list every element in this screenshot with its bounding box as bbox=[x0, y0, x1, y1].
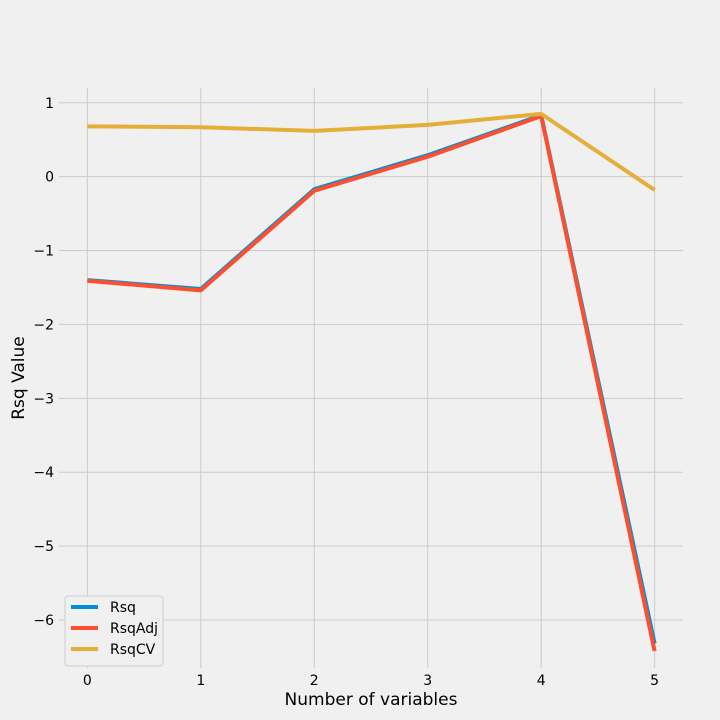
y-tick-label: −2 bbox=[33, 317, 54, 333]
series-line-rsqcv bbox=[87, 111, 656, 192]
y-axis-label: Rsq Value bbox=[9, 336, 29, 420]
x-tick-label: 0 bbox=[83, 673, 92, 689]
grid bbox=[59, 88, 683, 668]
y-tick-label: −5 bbox=[33, 539, 54, 555]
series-line-rsqadj bbox=[87, 114, 657, 652]
y-tick-label: −4 bbox=[33, 465, 54, 481]
series-line-rsq bbox=[87, 113, 657, 645]
y-tick-label: −6 bbox=[33, 613, 54, 629]
legend: Rsq RsqAdj RsqCV bbox=[64, 595, 164, 667]
legend-label-rsqcv: RsqCV bbox=[110, 642, 156, 658]
x-tick-label: 3 bbox=[423, 673, 432, 689]
legend-label-rsq: Rsq bbox=[110, 600, 136, 616]
legend-label-rsqadj: RsqAdj bbox=[110, 621, 158, 637]
y-tick-label: 0 bbox=[45, 170, 54, 186]
tick-labels: 0 1 2 3 4 5 1 0 −1 −2 −3 −4 −5 −6 bbox=[33, 96, 659, 689]
x-tick-label: 2 bbox=[310, 673, 319, 689]
x-tick-label: 1 bbox=[196, 673, 205, 689]
y-tick-label: −1 bbox=[33, 244, 54, 260]
series-lines bbox=[87, 111, 657, 652]
x-tick-label: 4 bbox=[537, 673, 546, 689]
y-tick-label: 1 bbox=[45, 96, 54, 112]
x-tick-label: 5 bbox=[650, 673, 659, 689]
y-tick-label: −3 bbox=[33, 391, 54, 407]
x-axis-label: Number of variables bbox=[285, 690, 458, 710]
legend-items: Rsq RsqAdj RsqCV bbox=[71, 600, 158, 658]
